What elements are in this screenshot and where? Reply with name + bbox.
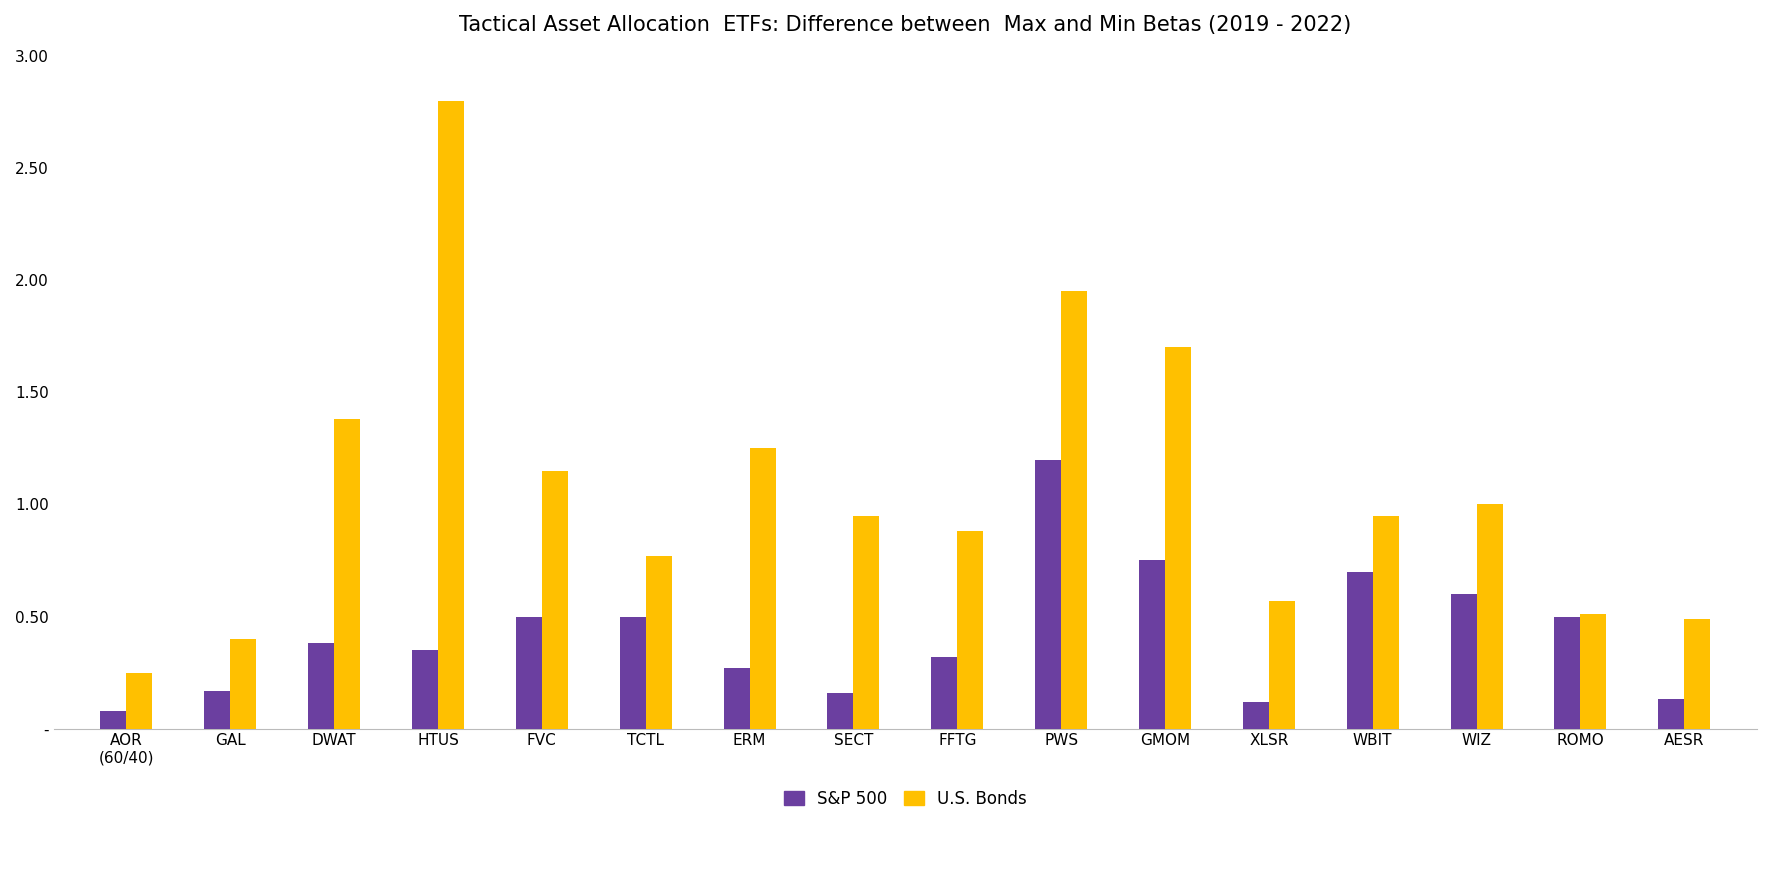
Title: Tactical Asset Allocation  ETFs: Difference between  Max and Min Betas (2019 - 2: Tactical Asset Allocation ETFs: Differen…	[459, 15, 1352, 35]
Bar	[413, 650, 438, 728]
Bar	[335, 419, 360, 728]
Bar	[308, 643, 335, 728]
Bar	[516, 617, 542, 728]
Bar	[828, 693, 854, 728]
Bar	[542, 470, 567, 728]
Bar	[204, 690, 230, 728]
Bar	[750, 448, 776, 728]
Bar	[1347, 571, 1373, 728]
Bar	[438, 101, 464, 728]
Bar	[1164, 347, 1191, 728]
Bar	[932, 657, 957, 728]
Bar	[1035, 460, 1061, 728]
Legend: S&P 500, U.S. Bonds: S&P 500, U.S. Bonds	[783, 789, 1028, 808]
Bar	[1685, 618, 1710, 728]
Bar	[1451, 595, 1476, 728]
Bar	[1554, 617, 1581, 728]
Bar	[620, 617, 645, 728]
Bar	[1659, 699, 1685, 728]
Bar	[854, 516, 879, 728]
Bar	[1242, 702, 1269, 728]
Bar	[645, 556, 672, 728]
Bar	[1476, 504, 1503, 728]
Bar	[230, 639, 257, 728]
Bar	[1061, 291, 1086, 728]
Bar	[1269, 601, 1295, 728]
Bar	[101, 711, 126, 728]
Bar	[723, 668, 750, 728]
Bar	[957, 532, 983, 728]
Bar	[1373, 516, 1398, 728]
Bar	[1581, 614, 1607, 728]
Bar	[126, 672, 152, 728]
Bar	[1139, 561, 1164, 728]
